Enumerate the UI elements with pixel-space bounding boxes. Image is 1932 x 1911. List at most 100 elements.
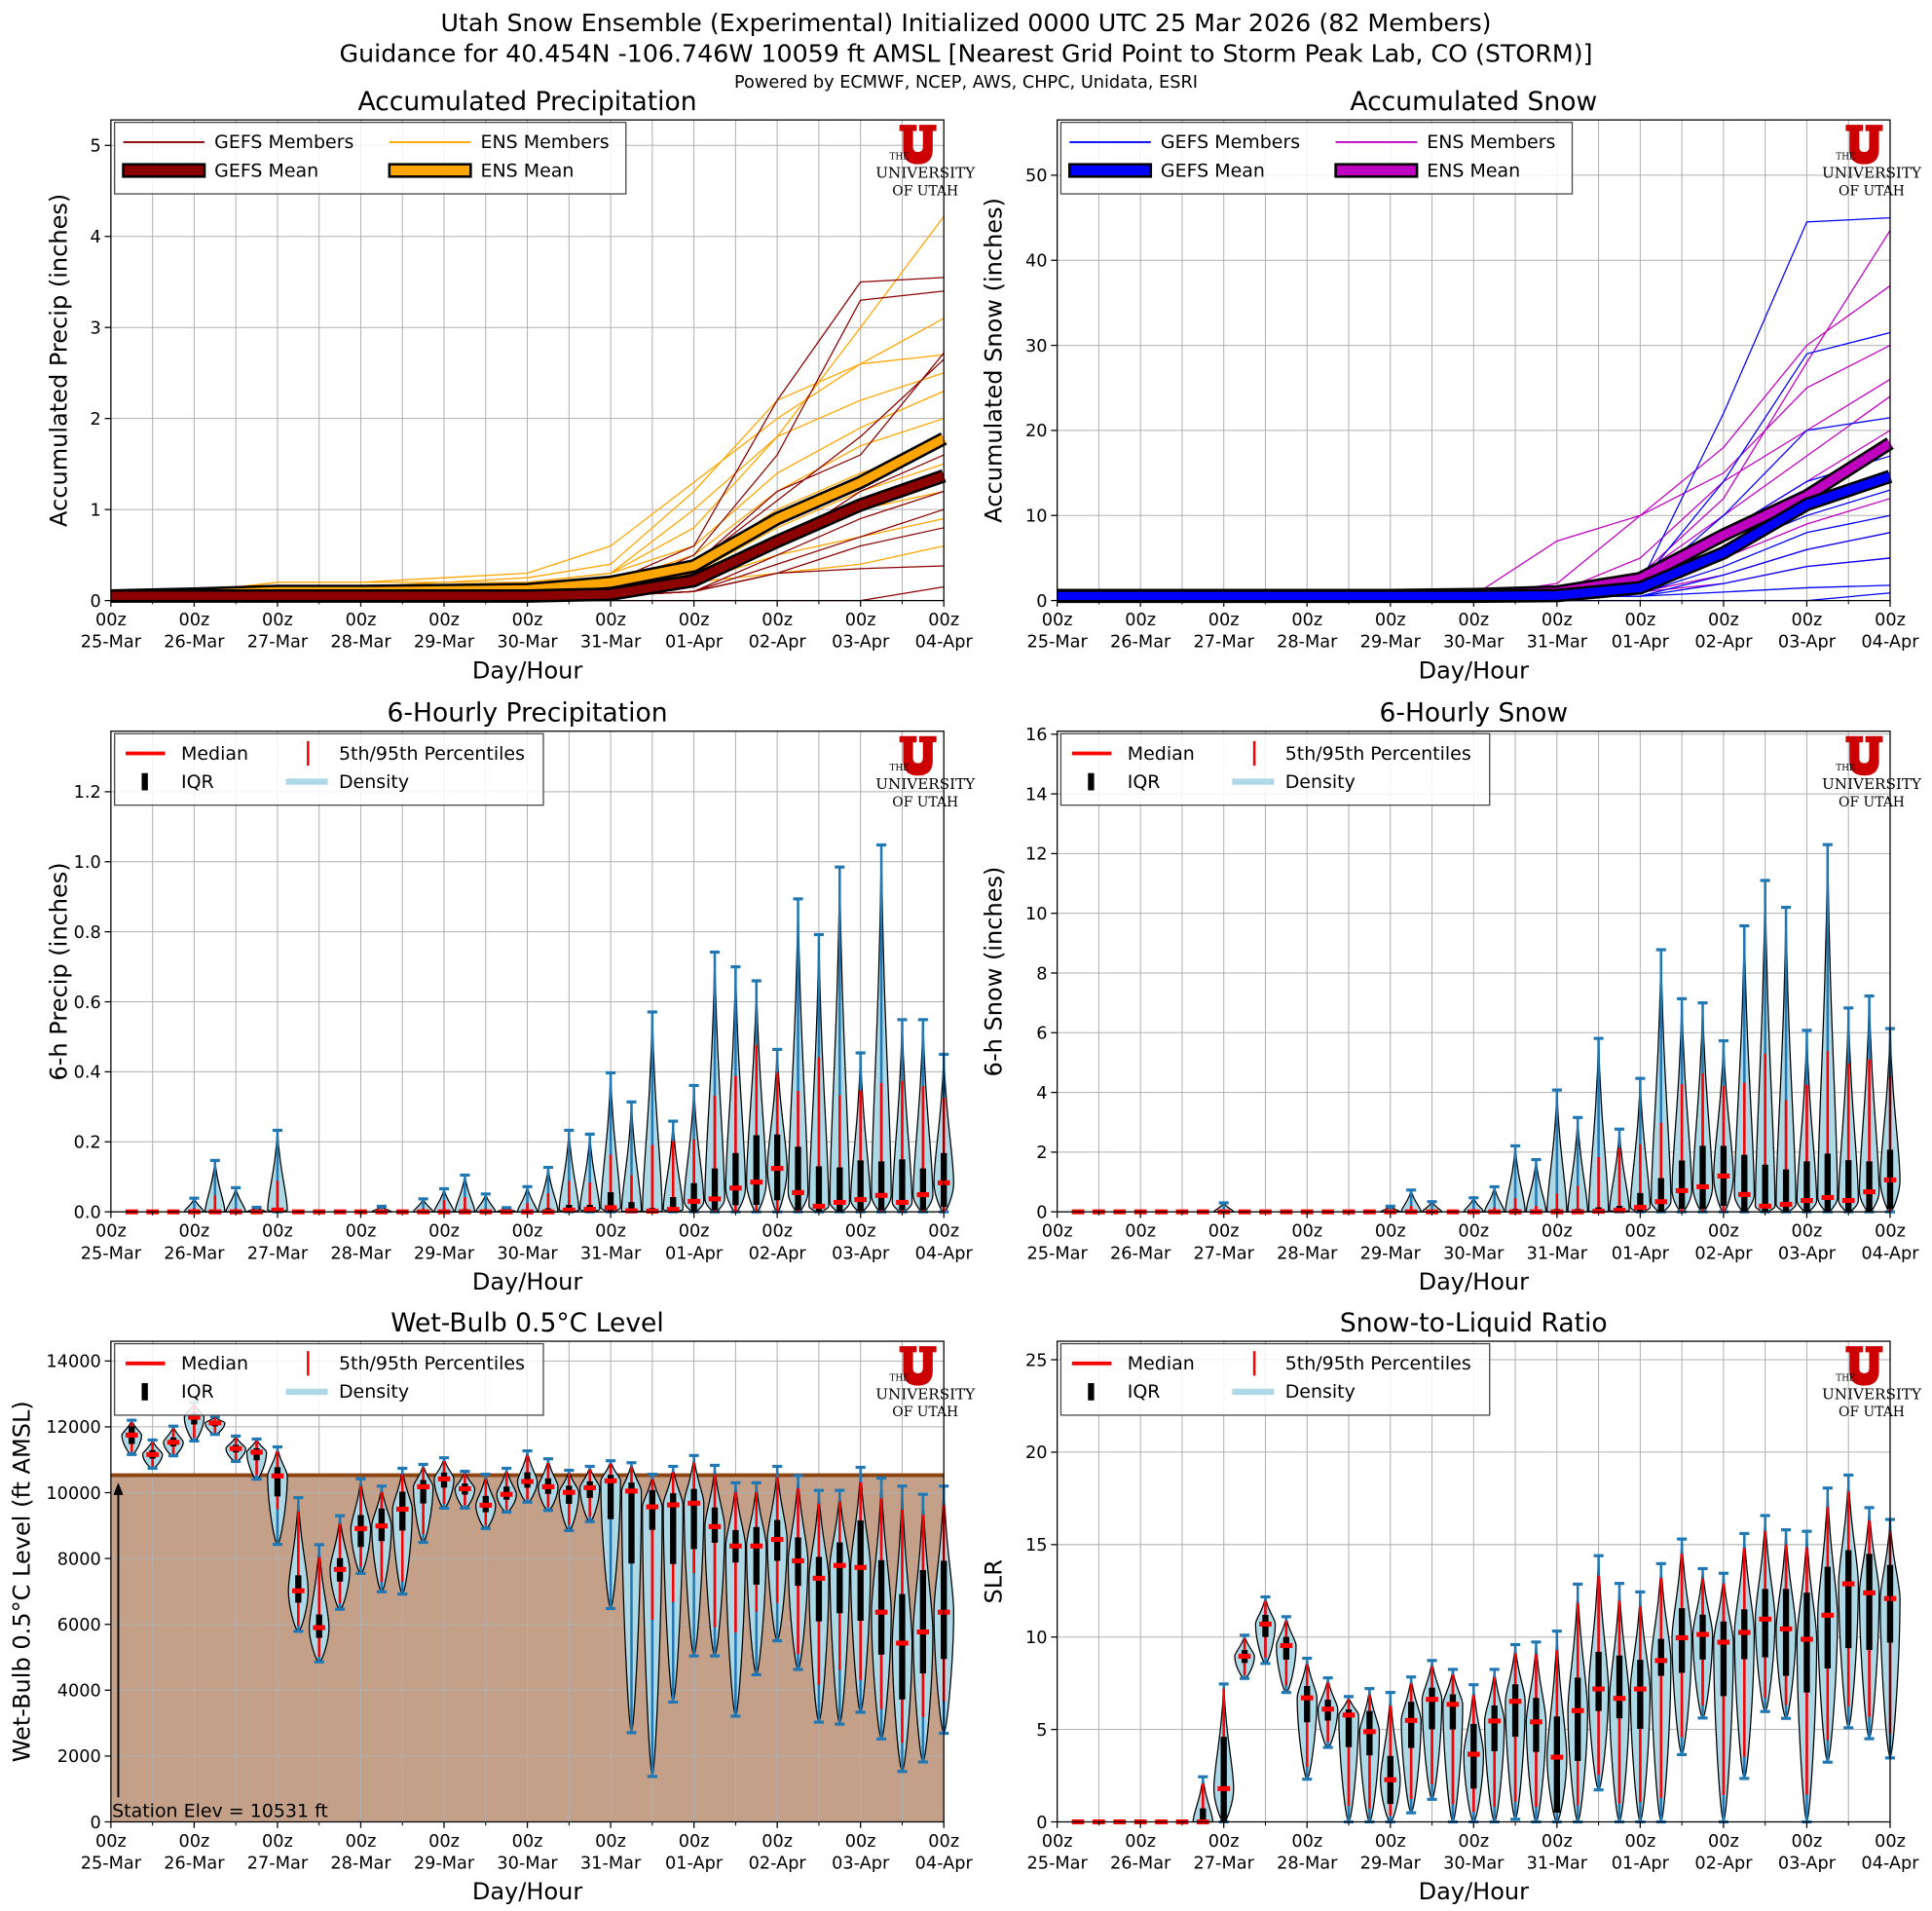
violin-iqr-box (274, 1467, 281, 1497)
violin-median-marker (1779, 1626, 1793, 1631)
x-tick-hour-label: 00z (1792, 611, 1823, 630)
legend-swatch-mean (122, 163, 206, 178)
utah-u-logo-icon (1845, 125, 1883, 165)
y-axis: 0 2000 4000 6000 8000 10000 12000 14000 Wet-Bulb… (8, 1353, 111, 1833)
violin (1400, 1675, 1422, 1815)
x-tick-date-label: 27-Mar (247, 1244, 309, 1263)
legend-label: Density (339, 771, 409, 793)
y-tick-label: 1.0 (74, 853, 101, 873)
violin-iqr-box (1575, 1677, 1581, 1761)
y-tick-label: 2 (1036, 1143, 1047, 1163)
y-tick-label: 40 (1025, 252, 1048, 272)
violin-median-marker (375, 1523, 389, 1529)
violin-median-marker (1300, 1695, 1314, 1701)
violin (1817, 1486, 1839, 1764)
x-tick-date-label: 25-Mar (81, 1855, 142, 1874)
violin (1629, 1076, 1652, 1214)
x-tick-date-label: 04-Apr (1861, 1855, 1919, 1874)
violin-iqr-box (1304, 1685, 1311, 1723)
logo-text-of-utah: OF UTAH (1839, 1405, 1905, 1420)
x-tick-date-label: 04-Apr (1861, 1244, 1919, 1263)
x-tick-date-label: 01-Apr (1612, 1244, 1670, 1263)
x-tick-hour-label: 00z (1542, 1221, 1573, 1241)
violin-median-marker (1467, 1751, 1480, 1757)
violin-median-marker (604, 1478, 617, 1483)
violin-median-marker (1426, 1697, 1438, 1703)
y-tick-label: 6000 (57, 1616, 101, 1635)
panel-accum-snow: 00z 25-Mar 00z 26-Mar 00z 27-Mar 00z 28-Mar 00z 2… (981, 87, 1922, 684)
station-arrow-head-icon (113, 1482, 124, 1495)
violin-median-marker (562, 1489, 576, 1495)
violin-median-marker (729, 1185, 742, 1191)
x-tick-date-label: 03-Apr (1778, 633, 1837, 653)
violin (1796, 1029, 1818, 1214)
legend-label: GEFS Mean (1161, 160, 1265, 181)
violin-iqr-box (1282, 1636, 1290, 1660)
violin (683, 1453, 705, 1658)
violin (538, 1457, 559, 1513)
violin (516, 1449, 539, 1504)
x-tick-hour-label: 00z (928, 1221, 959, 1241)
x-axis: 00z 25-Mar 00z 26-Mar 00z 27-Mar 00z 28-Mar 00z 2… (1026, 1821, 1919, 1905)
university-of-utah-logo: THE UNIVERSITY OF UTAH (1822, 735, 1922, 810)
violin-median-marker (1280, 1642, 1293, 1648)
violin-median-marker (1342, 1712, 1356, 1718)
x-tick-hour-label: 00z (1042, 1832, 1073, 1852)
x-tick-date-label: 25-Mar (1026, 1244, 1088, 1263)
x-tick-date-label: 03-Apr (832, 1244, 890, 1263)
x-tick-date-label: 28-Mar (330, 633, 391, 653)
violin-median-marker (646, 1208, 659, 1214)
y-tick-label: 25 (1025, 1351, 1048, 1370)
violin-median-marker (666, 1207, 680, 1213)
violin-median-marker (646, 1504, 659, 1510)
y-tick-label: 16 (1025, 726, 1048, 745)
y-axis: 0 10 20 30 40 50 Accumulated Snow (inches) (981, 167, 1058, 612)
x-tick-date-label: 26-Mar (164, 1244, 225, 1263)
violin (1380, 1691, 1401, 1824)
violin-median-marker (625, 1488, 638, 1494)
violin-iqr-box (670, 1493, 677, 1564)
violin (287, 1496, 310, 1633)
panel-snow-6h: 00z 25-Mar 00z 26-Mar 00z 27-Mar 00z 28-Mar 00z 2… (981, 698, 1922, 1295)
x-tick-hour-label: 00z (595, 611, 626, 630)
logo-text-the: THE (890, 1374, 910, 1384)
logo-text-university: UNIVERSITY (875, 1386, 976, 1404)
violin (871, 1477, 892, 1741)
violin (724, 1480, 747, 1718)
x-tick-date-label: 26-Mar (1110, 1244, 1171, 1263)
x-tick-date-label: 31-Mar (580, 633, 642, 653)
violin-iqr-box (753, 1526, 760, 1585)
violin-iqr-box (607, 1475, 614, 1519)
violin-iqr-box (815, 1166, 823, 1213)
violin (891, 1484, 913, 1774)
violin (1775, 905, 1797, 1214)
violin (1838, 1006, 1859, 1214)
violin-median-marker (750, 1180, 763, 1185)
panel-title: 6-Hourly Precipitation (388, 698, 668, 729)
violin-median-marker (770, 1536, 784, 1543)
y-axis-label: Accumulated Precip (inches) (45, 194, 72, 527)
violin (766, 1464, 788, 1643)
x-tick-date-label: 27-Mar (247, 1855, 309, 1874)
violin-median-marker (1821, 1194, 1835, 1201)
violin-iqr-box (1866, 1161, 1873, 1213)
legend-label: IQR (1128, 771, 1161, 793)
gefs-mean-line (110, 471, 946, 601)
x-tick-hour-label: 00z (845, 1221, 876, 1241)
legend-iqr-swatch (141, 772, 148, 791)
violin-median-marker (583, 1207, 597, 1213)
y-tick-label: 1.2 (74, 783, 101, 803)
x-tick-hour-label: 00z (1792, 1832, 1823, 1852)
violin-median-marker (1613, 1696, 1626, 1702)
legend-label: ENS Mean (480, 160, 574, 181)
violin-median-marker (541, 1483, 555, 1489)
logo-text-university: UNIVERSITY (875, 165, 976, 182)
legend-label: 5th/95th Percentiles (1285, 1353, 1471, 1374)
panel-title: 6-Hourly Snow (1379, 698, 1568, 729)
y-tick-label: 4000 (57, 1682, 101, 1702)
violin-iqr-box (1845, 1550, 1852, 1649)
y-tick-label: 50 (1025, 167, 1048, 186)
violin-median-marker (1759, 1203, 1772, 1209)
x-tick-date-label: 03-Apr (1778, 1855, 1837, 1874)
violin-iqr-box (711, 1168, 719, 1211)
